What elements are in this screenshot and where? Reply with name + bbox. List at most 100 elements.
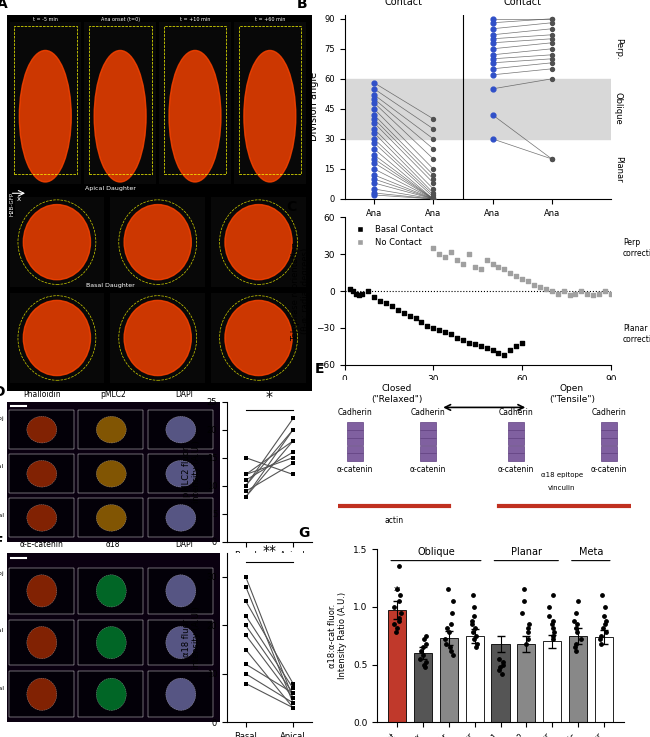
Point: [434, 248, 445, 260]
Point: [471, 629, 481, 641]
Point: [488, 63, 498, 74]
Point: [434, 324, 445, 336]
Text: Basal
Contact: Basal Contact: [385, 0, 422, 7]
Point: [428, 153, 439, 165]
Point: [601, 615, 611, 626]
Point: [493, 346, 504, 358]
Text: α18: α18: [106, 540, 120, 549]
Point: [547, 43, 557, 55]
Text: Closed
("Relaxed"): Closed ("Relaxed"): [370, 384, 422, 404]
Point: [428, 177, 439, 189]
Text: Oblique: Oblique: [614, 92, 623, 125]
Point: [472, 638, 482, 649]
Ellipse shape: [225, 301, 292, 376]
Bar: [508, 453, 524, 461]
Point: [594, 287, 604, 299]
Point: [428, 193, 439, 205]
Text: E: E: [315, 363, 324, 377]
Text: pMLC2: pMLC2: [100, 390, 126, 399]
Text: α-catenin: α-catenin: [497, 466, 534, 475]
Point: [417, 641, 428, 653]
Bar: [347, 430, 363, 438]
Bar: [148, 568, 213, 614]
Text: Cadherin: Cadherin: [337, 408, 372, 417]
Bar: [111, 293, 205, 383]
Point: [547, 13, 557, 24]
Point: [345, 283, 356, 295]
Y-axis label: Telophase reorientation
(θ-φ; radial degrees): Telophase reorientation (θ-φ; radial deg…: [291, 242, 310, 340]
Point: [369, 177, 380, 189]
Ellipse shape: [27, 575, 57, 607]
Point: [488, 29, 498, 41]
Bar: [420, 430, 436, 438]
Y-axis label: Division angle: Division angle: [309, 72, 318, 142]
Point: [497, 668, 507, 680]
Point: [569, 615, 580, 626]
Point: [488, 344, 498, 356]
Ellipse shape: [166, 505, 196, 531]
Point: [420, 661, 430, 673]
Point: [351, 287, 361, 299]
Text: Oblique: Oblique: [417, 547, 455, 557]
Text: t = -5 min: t = -5 min: [33, 17, 58, 21]
Point: [488, 17, 498, 29]
Point: [505, 267, 515, 279]
Point: [446, 618, 456, 630]
Point: [446, 246, 456, 258]
Point: [369, 83, 380, 95]
Point: [410, 312, 421, 324]
Point: [428, 193, 439, 205]
Point: [421, 657, 431, 668]
Bar: [508, 438, 524, 445]
Point: [419, 659, 429, 671]
Text: B: B: [296, 0, 307, 11]
Point: [398, 307, 409, 319]
Point: [428, 242, 439, 254]
Point: [469, 622, 480, 634]
Text: Cadherin: Cadherin: [410, 408, 445, 417]
Text: α-catenin: α-catenin: [410, 466, 446, 475]
Bar: [211, 197, 306, 287]
Point: [547, 153, 557, 165]
Point: [369, 291, 380, 303]
Point: [541, 283, 551, 295]
Ellipse shape: [96, 626, 126, 659]
Point: [488, 69, 498, 81]
Point: [441, 638, 451, 649]
Point: [488, 258, 498, 270]
Bar: [148, 498, 213, 537]
Point: [369, 77, 380, 88]
Point: [518, 584, 528, 595]
Text: α18 epitope: α18 epitope: [541, 472, 583, 478]
Ellipse shape: [96, 461, 126, 487]
Point: [428, 191, 439, 203]
Text: *: *: [394, 584, 400, 598]
Point: [467, 615, 478, 626]
Point: [369, 137, 380, 149]
Point: [369, 169, 380, 181]
Point: [529, 279, 539, 291]
Point: [601, 626, 612, 638]
Bar: [8, 620, 74, 666]
Point: [547, 29, 557, 41]
Bar: [111, 197, 205, 287]
Bar: [344, 79, 611, 139]
Point: [428, 187, 439, 199]
Bar: [465, 635, 484, 722]
Point: [493, 261, 504, 273]
Text: Perp.: Perp.: [614, 38, 623, 60]
Point: [511, 340, 521, 352]
Bar: [388, 610, 406, 722]
Point: [547, 73, 557, 85]
Point: [447, 595, 458, 607]
Text: Basal Daughter: Basal Daughter: [86, 283, 135, 288]
Text: F: F: [0, 535, 3, 549]
Text: Basal: Basal: [0, 686, 5, 691]
Point: [369, 173, 380, 185]
Point: [571, 622, 581, 634]
Point: [452, 254, 462, 266]
Point: [447, 649, 458, 661]
Text: Ana onset (t=0): Ana onset (t=0): [101, 17, 140, 21]
Point: [547, 63, 557, 74]
Point: [493, 665, 504, 677]
